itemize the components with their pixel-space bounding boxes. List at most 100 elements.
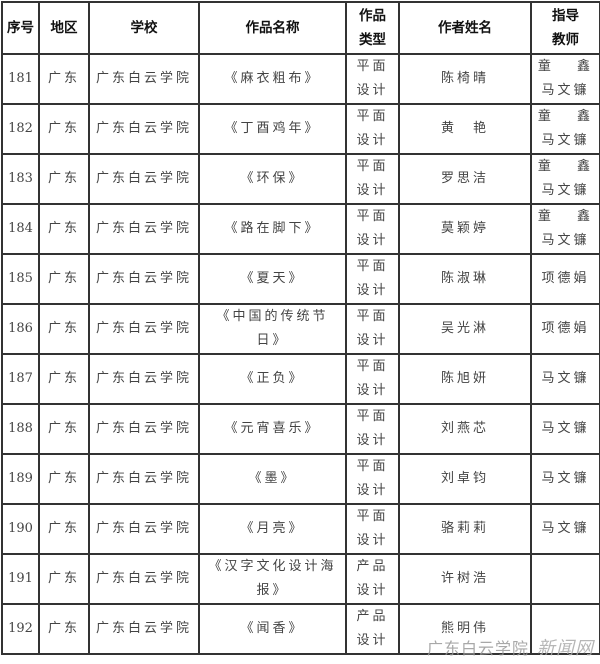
cell-no: 181 (1, 53, 40, 105)
cell-type: 平面 设计 (345, 503, 400, 555)
cell-title: 《麻衣粗布》 (198, 53, 347, 105)
cell-author: 许树浩 (398, 553, 532, 605)
cell-region: 广东 (38, 253, 90, 305)
cell-title: 《元宵喜乐》 (198, 403, 347, 455)
table-row: 189 广东 广东白云学院 《墨》 平面 设计 刘卓钧 马文镰 (1, 453, 600, 505)
cell-region: 广东 (38, 303, 90, 355)
cell-no: 192 (1, 603, 40, 655)
cell-no: 188 (1, 403, 40, 455)
cell-teacher: 马文镰 (530, 503, 600, 555)
cell-title: 《汉字文化设计海 报》 (198, 553, 347, 605)
cell-no: 182 (1, 103, 40, 155)
cell-no: 185 (1, 253, 40, 305)
cell-type: 平面 设计 (345, 453, 400, 505)
header-row: 序号 地区 学校 作品名称 作品 类型 作者姓名 指导 教师 (1, 1, 600, 55)
cell-teacher: 童 鑫马文镰 (530, 53, 600, 105)
cell-region: 广东 (38, 553, 90, 605)
cell-school: 广东白云学院 (88, 453, 200, 505)
cell-school: 广东白云学院 (88, 553, 200, 605)
header-col-author: 作者姓名 (398, 1, 532, 55)
cell-no: 190 (1, 503, 40, 555)
table-row: 186 广东 广东白云学院 《中国的传统节 日》 平面 设计 吴光淋 项德娟 (1, 303, 600, 355)
cell-no: 184 (1, 203, 40, 255)
cell-region: 广东 (38, 53, 90, 105)
cell-author: 黄 艳 (398, 103, 532, 155)
cell-title: 《丁酉鸡年》 (198, 103, 347, 155)
cell-title: 《月亮》 (198, 503, 347, 555)
cell-no: 183 (1, 153, 40, 205)
cell-author: 陈淑琳 (398, 253, 532, 305)
table-body: 181 广东 广东白云学院 《麻衣粗布》 平面 设计 陈椅晴童 鑫马文镰 182 广东 广东白云学… (1, 53, 600, 655)
cell-title: 《闻香》 (198, 603, 347, 655)
watermark: 广东白云学院 新闻网 (426, 638, 594, 659)
header-col-title: 作品名称 (198, 1, 347, 55)
table-row: 184 广东 广东白云学院 《路在脚下》 平面 设计 莫颖婷童 鑫马文镰 (1, 203, 600, 255)
cell-type: 平面 设计 (345, 53, 400, 105)
cell-type: 产品 设计 (345, 553, 400, 605)
cell-teacher: 马文镰 (530, 403, 600, 455)
cell-teacher: 马文镰 (530, 353, 600, 405)
cell-title: 《中国的传统节 日》 (198, 303, 347, 355)
cell-teacher: 童 鑫马文镰 (530, 203, 600, 255)
cell-no: 186 (1, 303, 40, 355)
table-row: 192 广东 广东白云学院 《闻香》 产品 设计 熊明伟 (1, 603, 600, 655)
cell-school: 广东白云学院 (88, 153, 200, 205)
cell-school: 广东白云学院 (88, 403, 200, 455)
cell-type: 平面 设计 (345, 153, 400, 205)
cell-type: 平面 设计 (345, 253, 400, 305)
cell-teacher (530, 603, 600, 655)
cell-title: 《墨》 (198, 453, 347, 505)
cell-author: 刘燕芯 (398, 403, 532, 455)
cell-no: 187 (1, 353, 40, 405)
cell-region: 广东 (38, 353, 90, 405)
cell-teacher: 童 鑫马文镰 (530, 103, 600, 155)
header-col-number: 序号 (1, 1, 40, 55)
header-col-teacher: 指导 教师 (530, 1, 600, 55)
cell-author: 陈椅晴 (398, 53, 532, 105)
cell-no: 189 (1, 453, 40, 505)
cell-type: 产品 设计 (345, 603, 400, 655)
cell-school: 广东白云学院 (88, 253, 200, 305)
cell-author: 骆莉莉 (398, 503, 532, 555)
cell-title: 《环保》 (198, 153, 347, 205)
cell-school: 广东白云学院 (88, 203, 200, 255)
cell-author: 熊明伟 (398, 603, 532, 655)
table-row: 181 广东 广东白云学院 《麻衣粗布》 平面 设计 陈椅晴童 鑫马文镰 (1, 53, 600, 105)
cell-author: 罗思洁 (398, 153, 532, 205)
cell-type: 平面 设计 (345, 203, 400, 255)
cell-type: 平面 设计 (345, 103, 400, 155)
cell-school: 广东白云学院 (88, 503, 200, 555)
cell-author: 陈旭妍 (398, 353, 532, 405)
cell-teacher: 项德娟 (530, 253, 600, 305)
cell-type: 平面 设计 (345, 403, 400, 455)
table-row: 191 广东 广东白云学院 《汉字文化设计海 报》 产品 设计 许树浩 (1, 553, 600, 605)
cell-school: 广东白云学院 (88, 353, 200, 405)
cell-title: 《正负》 (198, 353, 347, 405)
cell-teacher: 项德娟 (530, 303, 600, 355)
cell-region: 广东 (38, 403, 90, 455)
cell-no: 191 (1, 553, 40, 605)
cell-region: 广东 (38, 103, 90, 155)
cell-region: 广东 (38, 153, 90, 205)
header-col-school: 学校 (88, 1, 200, 55)
table-row: 187 广东 广东白云学院 《正负》 平面 设计 陈旭妍 马文镰 (1, 353, 600, 405)
cell-type: 平面 设计 (345, 303, 400, 355)
cell-school: 广东白云学院 (88, 603, 200, 655)
cell-title: 《路在脚下》 (198, 203, 347, 255)
cell-author: 莫颖婷 (398, 203, 532, 255)
cell-teacher: 马文镰 (530, 453, 600, 505)
header-col-type: 作品 类型 (345, 1, 400, 55)
table-row: 185 广东 广东白云学院 《夏天》 平面 设计 陈淑琳 项德娟 (1, 253, 600, 305)
cell-author: 吴光淋 (398, 303, 532, 355)
cell-school: 广东白云学院 (88, 53, 200, 105)
cell-region: 广东 (38, 503, 90, 555)
cell-school: 广东白云学院 (88, 303, 200, 355)
cell-region: 广东 (38, 603, 90, 655)
cell-region: 广东 (38, 453, 90, 505)
table-row: 183 广东 广东白云学院 《环保》 平面 设计 罗思洁童 鑫马文镰 (1, 153, 600, 205)
header-col-region: 地区 (38, 1, 90, 55)
cell-school: 广东白云学院 (88, 103, 200, 155)
cell-teacher (530, 553, 600, 605)
cell-author: 刘卓钧 (398, 453, 532, 505)
